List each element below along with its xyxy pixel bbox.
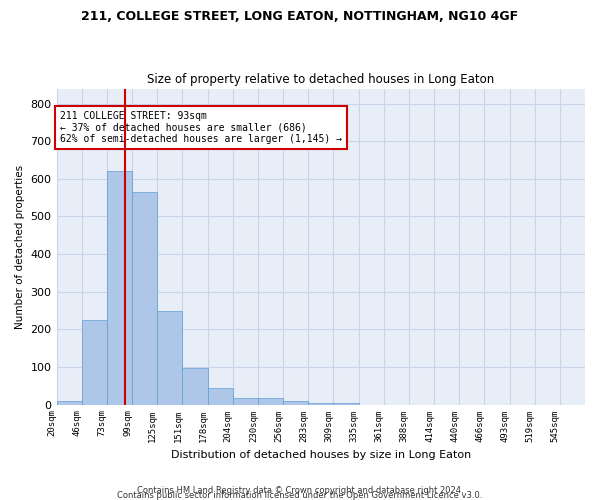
Bar <box>308 402 334 404</box>
Text: 211, COLLEGE STREET, LONG EATON, NOTTINGHAM, NG10 4GF: 211, COLLEGE STREET, LONG EATON, NOTTING… <box>82 10 518 23</box>
Bar <box>283 401 308 404</box>
Text: Contains HM Land Registry data © Crown copyright and database right 2024.: Contains HM Land Registry data © Crown c… <box>137 486 463 495</box>
Title: Size of property relative to detached houses in Long Eaton: Size of property relative to detached ho… <box>147 73 494 86</box>
Bar <box>82 320 107 404</box>
Bar <box>334 402 359 404</box>
X-axis label: Distribution of detached houses by size in Long Eaton: Distribution of detached houses by size … <box>170 450 471 460</box>
Bar <box>208 388 233 404</box>
Bar <box>182 368 208 405</box>
Text: Contains public sector information licensed under the Open Government Licence v3: Contains public sector information licen… <box>118 491 482 500</box>
Bar <box>107 172 132 404</box>
Bar <box>233 398 258 404</box>
Y-axis label: Number of detached properties: Number of detached properties <box>15 164 25 328</box>
Text: 211 COLLEGE STREET: 93sqm
← 37% of detached houses are smaller (686)
62% of semi: 211 COLLEGE STREET: 93sqm ← 37% of detac… <box>61 111 343 144</box>
Bar <box>56 401 82 404</box>
Bar <box>132 192 157 404</box>
Bar <box>157 310 182 404</box>
Bar <box>258 398 283 404</box>
